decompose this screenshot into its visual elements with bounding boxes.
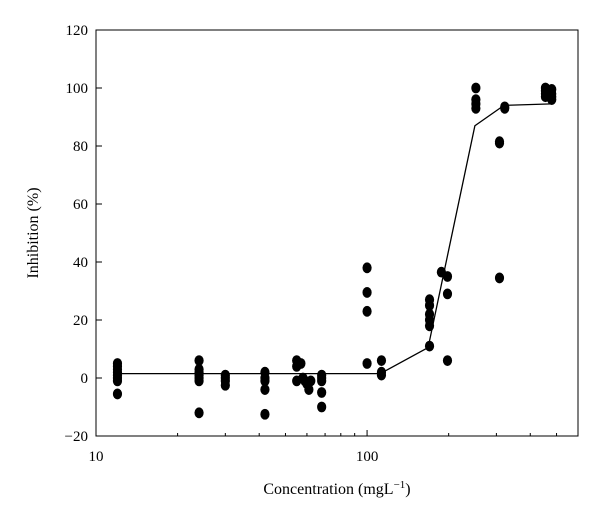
data-point (317, 401, 327, 413)
plot-frame (95, 29, 579, 437)
data-point (424, 320, 435, 332)
data-point (362, 262, 372, 274)
y-tick-label: 20 (73, 313, 88, 329)
data-point (442, 271, 453, 282)
data-point (220, 379, 230, 391)
data-point (112, 375, 123, 387)
data-point (442, 288, 453, 300)
data-point (442, 355, 453, 366)
data-point (547, 94, 557, 105)
y-tick-label: 40 (73, 255, 88, 271)
y-tick-label: 0 (81, 371, 89, 387)
data-point (362, 305, 372, 317)
data-point (317, 375, 327, 387)
x-axis-title: Concentration (mgL−1) (263, 479, 410, 498)
y-tick-label: 60 (73, 197, 88, 213)
data-point (306, 375, 316, 387)
ticks-layer (95, 29, 558, 437)
data-point (376, 369, 387, 381)
data-point (260, 408, 270, 420)
data-point (260, 384, 270, 395)
data-point (494, 137, 505, 149)
data-point (260, 375, 270, 387)
data-point (362, 358, 372, 369)
data-point (304, 384, 314, 395)
data-point (471, 102, 481, 114)
data-point (194, 355, 204, 366)
data-point (296, 358, 306, 369)
y-tick-label: −20 (65, 429, 88, 445)
data-point (317, 387, 327, 398)
data-point (194, 407, 204, 419)
fit-curve-layer (117, 103, 552, 375)
y-axis-title: Inhibition (%) (25, 187, 42, 278)
data-point (112, 388, 123, 400)
y-tick-label: 100 (66, 81, 89, 97)
y-tick-label: 120 (66, 23, 89, 39)
data-point (194, 375, 204, 387)
data-point (494, 272, 505, 284)
data-point (376, 355, 387, 366)
x-axis-title-close: ) (405, 481, 410, 498)
x-tick-label: 100 (356, 449, 379, 465)
tick-labels-layer: −20 0 20 40 60 80 100 120 10 100 (65, 23, 379, 465)
data-points-layer (112, 82, 557, 420)
data-point (424, 340, 435, 352)
y-tick-label: 80 (73, 139, 88, 155)
x-axis-title-main: Concentration (mgL (263, 481, 393, 498)
data-point (500, 102, 510, 114)
x-tick-label: 10 (89, 449, 104, 465)
data-point (362, 287, 372, 298)
data-point (471, 82, 481, 94)
fit-curve (117, 103, 552, 375)
x-axis-title-superscript: −1 (394, 479, 406, 491)
data-point (424, 300, 435, 311)
